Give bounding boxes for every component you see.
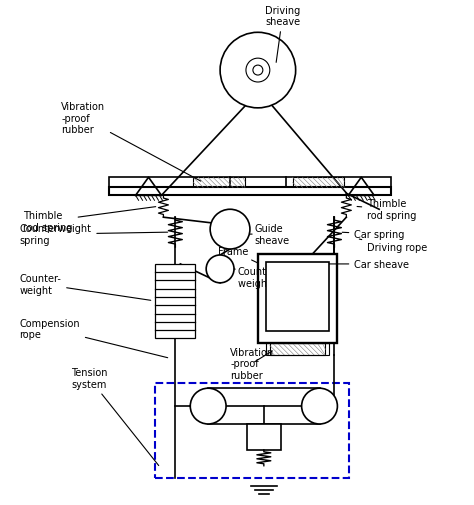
Text: Car spring: Car spring: [342, 230, 405, 240]
Text: Vibration
-proof
rubber: Vibration -proof rubber: [61, 102, 201, 182]
Text: Counterweight
spring: Counterweight spring: [19, 224, 168, 245]
Bar: [155, 383, 349, 478]
Bar: [193, 178, 245, 188]
Circle shape: [253, 66, 263, 76]
Text: Compension
rope: Compension rope: [19, 318, 168, 358]
Text: Thimble
rod spring: Thimble rod spring: [357, 199, 417, 221]
Text: Frame: Frame: [218, 246, 257, 263]
Text: Counter-
weight sheave: Counter- weight sheave: [234, 267, 309, 288]
Circle shape: [190, 388, 226, 424]
Circle shape: [246, 59, 270, 83]
Text: Car sheave: Car sheave: [328, 260, 410, 269]
Text: Cage: Cage: [268, 284, 292, 299]
Bar: [258, 255, 337, 344]
Bar: [247, 424, 281, 450]
Circle shape: [220, 33, 296, 109]
Text: Vibration
-proof
rubber: Vibration -proof rubber: [230, 347, 274, 380]
Text: Driving rope: Driving rope: [359, 239, 428, 252]
Bar: [266, 344, 329, 356]
Bar: [266, 263, 329, 331]
Bar: [109, 188, 391, 196]
Circle shape: [296, 256, 323, 283]
Circle shape: [301, 388, 337, 424]
Text: Counter-
weight: Counter- weight: [19, 274, 151, 300]
Bar: [155, 265, 195, 339]
Bar: [109, 178, 391, 188]
Bar: [292, 178, 345, 188]
Text: Driving
sheave: Driving sheave: [265, 6, 301, 63]
Circle shape: [210, 210, 250, 249]
Circle shape: [206, 256, 234, 283]
Text: Thimble
rod spring: Thimble rod spring: [23, 207, 156, 232]
Text: Tension
system: Tension system: [71, 368, 159, 466]
Text: Guide
sheave: Guide sheave: [250, 224, 290, 245]
Bar: [270, 344, 326, 356]
